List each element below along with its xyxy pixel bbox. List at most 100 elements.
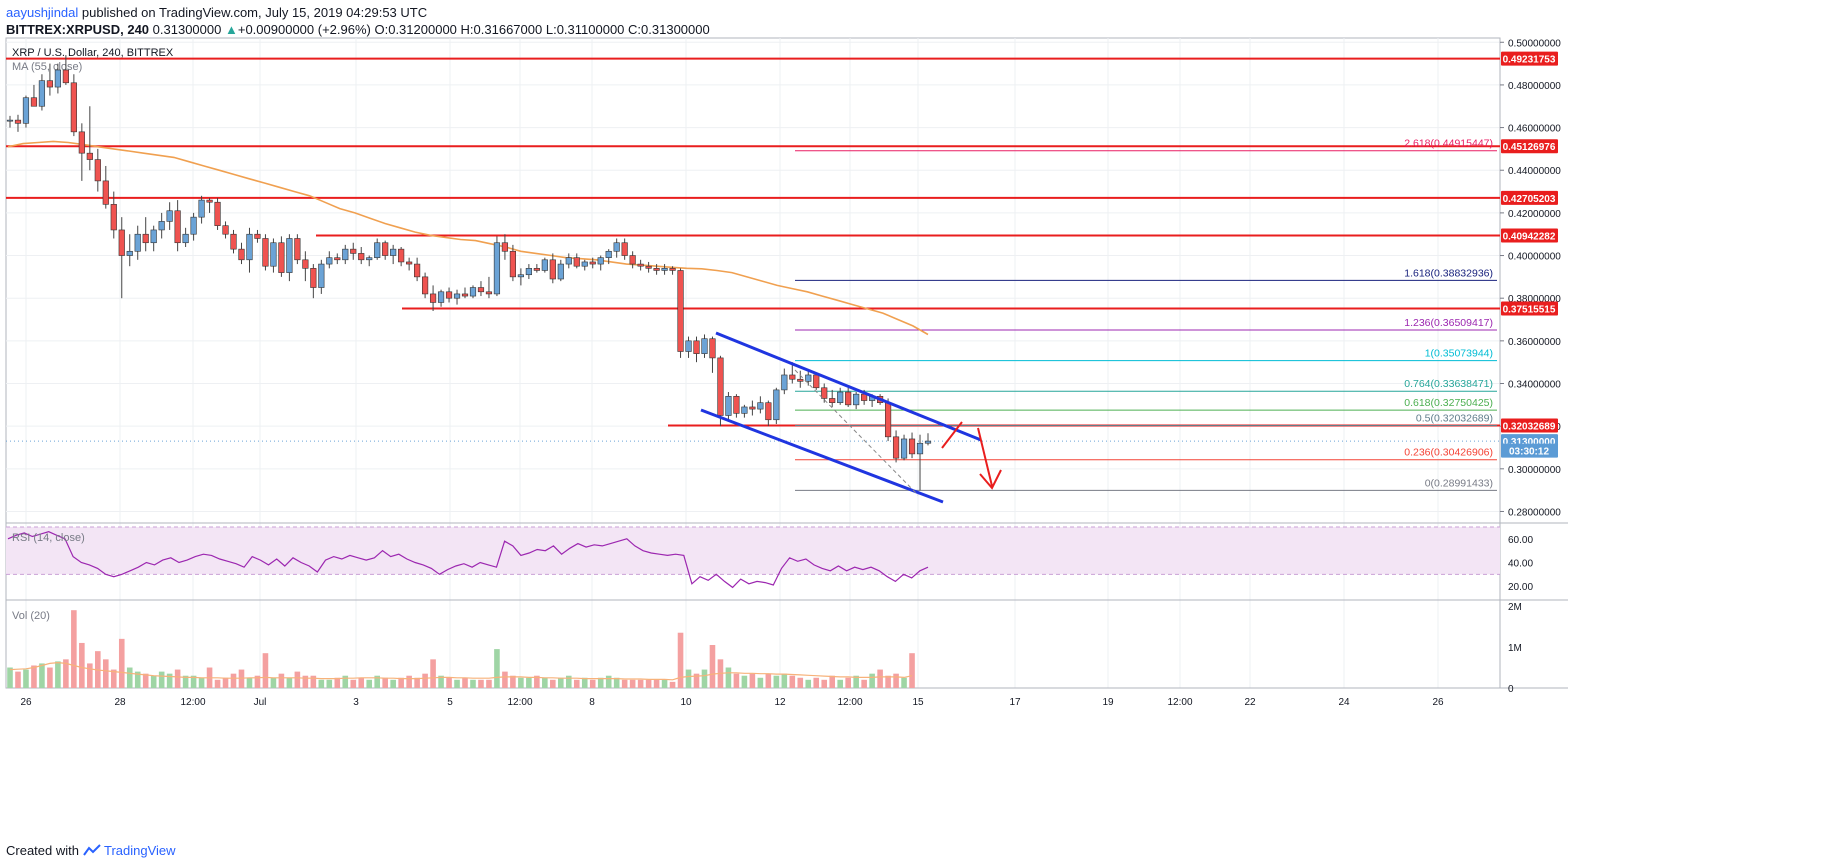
fib-level-label: 1.236(0.36509417) [1404, 317, 1493, 329]
ma-label: MA (55, close) [12, 61, 82, 73]
volume-bar [693, 673, 700, 688]
volume-bar [47, 667, 53, 688]
candle-body [94, 159, 101, 182]
candle-body [38, 80, 46, 107]
price-tick-label: 0.40000000 [1508, 252, 1561, 263]
close-value: 0.31300000 [641, 22, 710, 37]
channel-upper-line [715, 331, 982, 442]
volume-bar [166, 673, 173, 688]
volume-tick-label: 0 [1508, 684, 1514, 695]
candle-body [581, 261, 588, 267]
candle-body [150, 229, 157, 244]
high-label: H: [460, 22, 474, 37]
price-badge-bg [1501, 228, 1558, 243]
volume-bar [589, 679, 596, 688]
candle-body [318, 263, 325, 288]
candle-body [406, 261, 413, 265]
volume-bar [246, 677, 253, 688]
volume-bar [63, 659, 69, 688]
price-tick-label: 0.34000000 [1508, 380, 1561, 391]
volume-bar [789, 675, 796, 688]
tradingview-brand-link[interactable]: TradingView [104, 843, 176, 858]
candle-body [653, 268, 660, 271]
candle-body [813, 374, 820, 389]
candle-body [853, 393, 860, 406]
time-tick-label: 12:00 [507, 697, 532, 708]
volume-bar [198, 677, 205, 688]
candle-body [230, 233, 237, 250]
publish-line: aayushjindal published on TradingView.co… [6, 5, 427, 20]
volume-bar [534, 675, 540, 688]
candle-body [70, 82, 77, 133]
chart-title: XRP / U.S. Dollar, 240, BITTREX [12, 47, 174, 59]
ohlc-line: BITTREX:XRPUSD, 240 0.31300000 ▲+0.00900… [6, 22, 710, 37]
candle-body [924, 440, 932, 444]
candle-body [46, 80, 54, 88]
volume-bar [637, 679, 644, 688]
projection-down-arrow [977, 427, 1002, 490]
candle-body [829, 398, 836, 403]
fib-trend-line [794, 369, 919, 496]
candle-body [461, 293, 469, 297]
volume-bar [805, 679, 812, 688]
volume-bar [318, 679, 325, 688]
candle-body [629, 255, 636, 265]
price-badge-bg [1501, 190, 1558, 205]
price-tick-label: 0.28000000 [1508, 507, 1561, 518]
price-tick-label: 0.42000000 [1508, 209, 1561, 220]
price-badge-bg [1501, 418, 1558, 433]
price-tick-label: 0.36000000 [1508, 337, 1561, 348]
candle-body [493, 242, 501, 295]
last-price: 0.31300000 [152, 22, 222, 37]
candle-body [589, 261, 596, 265]
volume-bar [262, 653, 269, 688]
volume-bar [558, 677, 564, 688]
volume-bar [510, 675, 516, 688]
candle-body [302, 259, 309, 269]
time-tick-label: 22 [1244, 697, 1256, 708]
change-arrow-icon: ▲ [224, 22, 238, 37]
volume-bar [438, 675, 444, 688]
volume-bar [901, 677, 907, 688]
footer: Created with TradingView [6, 843, 176, 858]
candle-body [741, 406, 748, 414]
volume-bar [725, 667, 732, 688]
candle-body [342, 248, 349, 261]
candle-body [86, 152, 93, 160]
fib-level-label: 0.764(0.33638471) [1404, 378, 1493, 390]
candle-body [845, 391, 852, 406]
volume-bar [845, 677, 851, 688]
time-tick-label: 17 [1009, 697, 1021, 708]
author-link[interactable]: aayushjindal [6, 5, 79, 20]
candle-body [637, 263, 644, 267]
candle-body [573, 257, 580, 267]
candle-body [733, 396, 740, 414]
price-tick-label: 0.30000000 [1508, 465, 1561, 476]
time-tick-label: 12:00 [1167, 697, 1192, 708]
candle-body [533, 268, 540, 271]
volume-bar [110, 669, 117, 688]
volume-bar [390, 679, 396, 688]
candle-body [884, 402, 892, 438]
candle-body [525, 268, 532, 276]
volume-bar [222, 677, 229, 688]
candle-body [717, 357, 724, 416]
candle-body [892, 436, 900, 459]
candle-body [661, 268, 668, 271]
price-badge-label: 0.31300000 [1503, 437, 1556, 448]
time-axis: 26 28 12:00 Jul 3 5 12:00 8 10 12 12:00 15 17 19 12:00… [20, 697, 1444, 708]
volume-bar [294, 671, 301, 688]
candle-body [477, 287, 485, 293]
candle-body [182, 233, 189, 244]
candle-body [565, 257, 572, 265]
candle-body [669, 268, 676, 271]
price-chart[interactable]: 0.50000000 0.48000000 0.46000000 0.44000000… [0, 0, 1828, 835]
candle-body [453, 293, 461, 299]
candle-body [358, 253, 365, 261]
ma-line [7, 140, 929, 336]
volume-bar [645, 679, 652, 688]
price-badge-label: 0.45126976 [1503, 142, 1556, 153]
volume-bar [270, 677, 277, 688]
volume-bar [621, 679, 628, 688]
volume-bar [518, 677, 524, 688]
